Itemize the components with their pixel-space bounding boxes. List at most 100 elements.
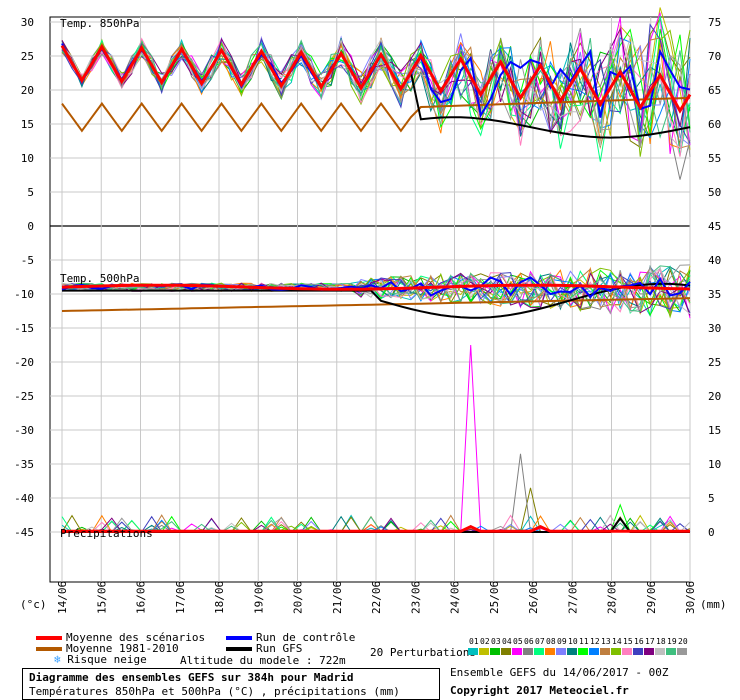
- right-tick-label: 0: [708, 526, 715, 539]
- x-tick-label: 14/06: [56, 581, 69, 614]
- right-tick-label: 25: [708, 356, 721, 369]
- left-tick-label: -20: [14, 356, 34, 369]
- palette-label: 07: [535, 637, 545, 646]
- palette-swatch: [490, 648, 500, 655]
- right-tick-label: 40: [708, 254, 721, 267]
- x-tick-label: 17/06: [174, 581, 187, 614]
- palette-label: 15: [623, 637, 633, 646]
- palette-label: 02: [480, 637, 490, 646]
- mean-t850-line: [60, 43, 692, 114]
- right-tick-label: 35: [708, 288, 721, 301]
- palette-swatch: [567, 648, 577, 655]
- perturbation-t850-line: [61, 35, 691, 150]
- left-tick-label: 10: [21, 152, 34, 165]
- left-axis-unit: (°c): [20, 598, 47, 611]
- palette-label: 20: [678, 637, 688, 646]
- palette-label: 16: [634, 637, 644, 646]
- right-tick-label: 60: [708, 118, 721, 131]
- left-tick-label: 5: [27, 186, 34, 199]
- climo-swatch: [36, 647, 62, 651]
- precip-panel-label: Précipitations: [60, 527, 153, 540]
- left-tick-label: -5: [21, 254, 34, 267]
- legend-climo-label: Moyenne 1981-2010: [66, 642, 179, 655]
- run-info: Ensemble GEFS du 14/06/2017 - 00Z: [450, 666, 669, 679]
- x-tick-label: 19/06: [252, 581, 265, 614]
- palette-swatch: [556, 648, 566, 655]
- gfs-swatch: [226, 647, 252, 651]
- x-tick-label: 22/06: [370, 581, 383, 614]
- right-tick-label: 65: [708, 84, 721, 97]
- right-tick-label: 70: [708, 50, 721, 63]
- palette-label: 19: [667, 637, 677, 646]
- t850-panel-label: Temp. 850hPa: [60, 17, 139, 30]
- right-tick-label: 15: [708, 424, 721, 437]
- palette-swatch: [600, 648, 610, 655]
- palette-swatch: [578, 648, 588, 655]
- x-tick-label: 16/06: [135, 581, 148, 614]
- palette-label: 09: [557, 637, 567, 646]
- legend-control: Run de contrôle: [226, 631, 355, 644]
- x-tick-label: 29/06: [645, 581, 658, 614]
- x-tick-label: 27/06: [566, 581, 579, 614]
- x-tick-label: 28/06: [606, 581, 619, 614]
- palette-swatch: [655, 648, 665, 655]
- left-tick-label: -40: [14, 492, 34, 505]
- altitude-label: Altitude du modele : 722m: [180, 654, 346, 667]
- palette-swatch: [468, 648, 478, 655]
- x-tick-label: 25/06: [488, 581, 501, 614]
- palette-label: 18: [656, 637, 666, 646]
- legend-altitude: Altitude du modele : 722m: [180, 654, 346, 667]
- legend-climo: Moyenne 1981-2010: [36, 642, 179, 655]
- snowflake-icon: ❄: [54, 653, 61, 666]
- palette-label: 06: [524, 637, 534, 646]
- palette-swatch: [512, 648, 522, 655]
- x-tick-label: 18/06: [213, 581, 226, 614]
- left-tick-label: 30: [21, 16, 34, 29]
- footer-title: Diagramme des ensembles GEFS sur 384h po…: [29, 671, 354, 684]
- left-tick-label: -35: [14, 458, 34, 471]
- x-tick-label: 20/06: [292, 581, 305, 614]
- palette-label: 13: [601, 637, 611, 646]
- palette-swatch: [633, 648, 643, 655]
- left-tick-label: 25: [21, 50, 34, 63]
- gfs-t500-line: [62, 282, 691, 319]
- right-axis-unit: (mm): [700, 598, 727, 611]
- palette-label: 01: [469, 637, 479, 646]
- mean-swatch: [36, 636, 62, 640]
- palette-swatch: [622, 648, 632, 655]
- x-tick-label: 15/06: [95, 581, 108, 614]
- legend-snow-label: Risque neige: [67, 653, 147, 666]
- climo-t500-line: [61, 297, 691, 312]
- palette-swatch: [534, 648, 544, 655]
- left-tick-label: -10: [14, 288, 34, 301]
- left-tick-label: -15: [14, 322, 34, 335]
- legend-gfs-label: Run GFS: [256, 642, 303, 655]
- legend-mean: Moyenne des scénarios: [36, 631, 205, 644]
- palette-label: 12: [590, 637, 600, 646]
- palette-label: 08: [546, 637, 556, 646]
- left-tick-label: 20: [21, 84, 34, 97]
- legend-mean-label: Moyenne des scénarios: [66, 631, 206, 644]
- palette-swatch: [677, 648, 687, 655]
- right-tick-label: 75: [708, 16, 721, 29]
- x-tick-label: 30/06: [684, 581, 697, 614]
- palette-label: 17: [645, 637, 655, 646]
- main-series-lines: [60, 43, 692, 533]
- palette-swatch: [501, 648, 511, 655]
- right-tick-label: 20: [708, 390, 721, 403]
- right-tick-label: 5: [708, 492, 715, 505]
- mean-t500-line: [61, 283, 691, 291]
- mean-precip-line: [62, 524, 690, 533]
- left-tick-label: 0: [27, 220, 34, 233]
- left-tick-label: -30: [14, 424, 34, 437]
- left-tick-label: -45: [14, 526, 34, 539]
- footer-subtitle: Températures 850hPa et 500hPa (°C) , pré…: [29, 685, 400, 698]
- climo-t850-line: [61, 96, 691, 133]
- legend-control-label: Run de contrôle: [256, 631, 356, 644]
- t500-panel-label: Temp. 500hPa: [60, 272, 139, 285]
- right-tick-label: 30: [708, 322, 721, 335]
- palette-swatch: [589, 648, 599, 655]
- palette-label: 11: [579, 637, 589, 646]
- left-tick-label: 15: [21, 118, 34, 131]
